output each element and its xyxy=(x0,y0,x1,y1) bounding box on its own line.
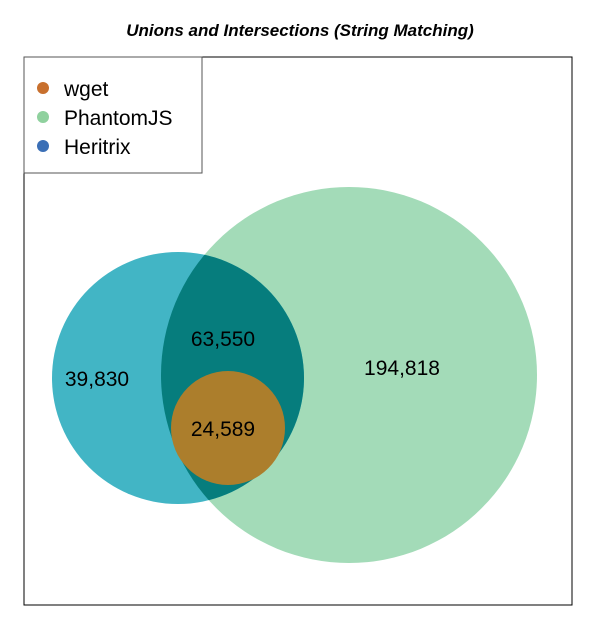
region-label-heritrix-phantomjs: 63,550 xyxy=(191,328,255,351)
region-label-all-three: 24,589 xyxy=(191,418,255,441)
legend-swatch-heritrix xyxy=(37,140,49,152)
legend-box xyxy=(23,56,203,174)
legend-swatch-wget xyxy=(37,82,49,94)
legend-swatch-phantomjs xyxy=(37,111,49,123)
plot-frame xyxy=(23,56,573,606)
region-label-heritrix-only: 39,830 xyxy=(65,368,129,391)
legend-label-phantomjs: PhantomJS xyxy=(64,107,173,130)
legend-item-heritrix: Heritrix xyxy=(37,136,131,159)
wget-circle xyxy=(171,371,285,485)
legend-label-heritrix: Heritrix xyxy=(64,136,131,159)
legend: wget PhantomJS Heritrix xyxy=(23,56,203,174)
region-label-phantomjs-only: 194,818 xyxy=(364,357,440,380)
legend-label-wget: wget xyxy=(63,78,109,101)
legend-item-phantomjs: PhantomJS xyxy=(37,107,173,130)
legend-item-wget: wget xyxy=(37,78,109,101)
chart-title: Unions and Intersections (String Matchin… xyxy=(126,21,474,40)
